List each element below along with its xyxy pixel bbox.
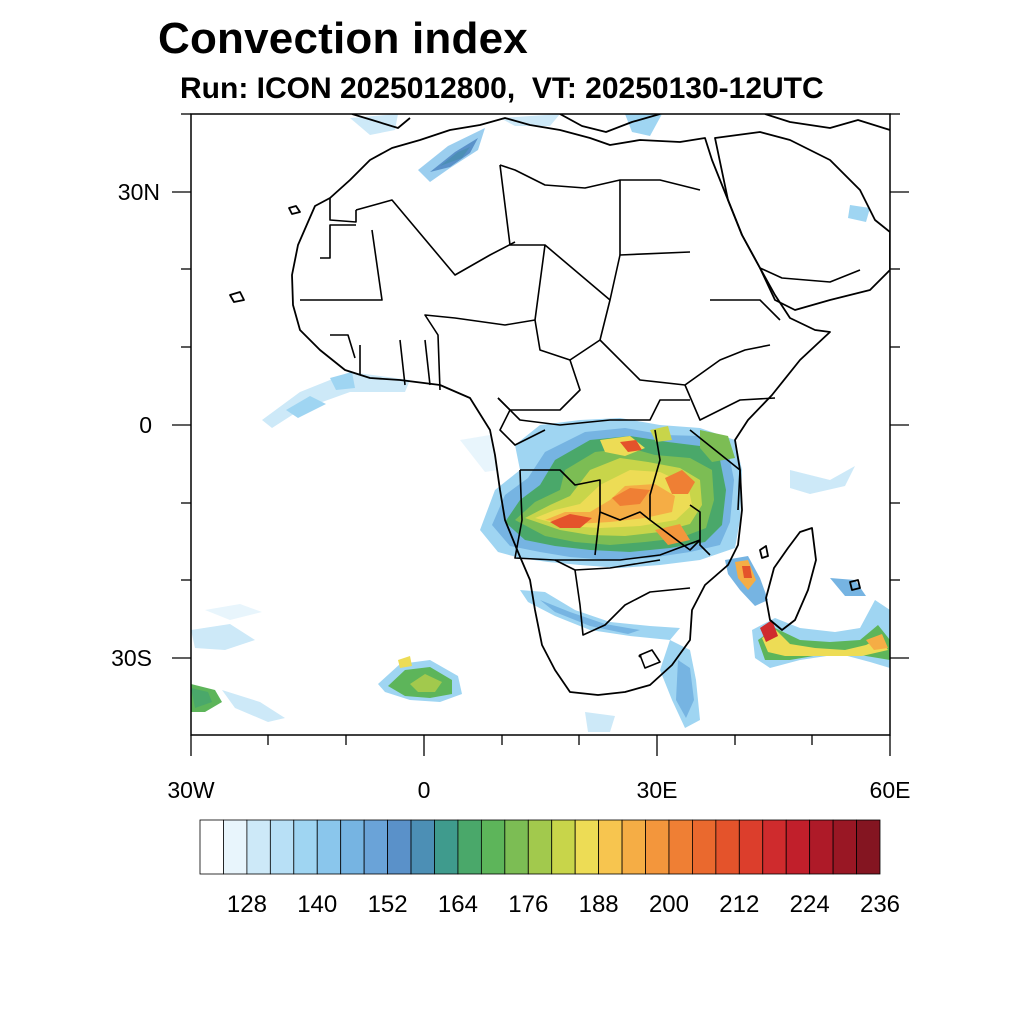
sahara-streak	[418, 128, 485, 182]
colorbar-label: 224	[790, 891, 830, 918]
colorbar-box	[527, 819, 553, 875]
colorbar-label: 128	[227, 891, 267, 918]
lat-ticks	[172, 113, 909, 659]
chart-title: Convection index	[158, 14, 528, 63]
colorbar-labels: 128 140 152 164 176 188 200 212 224 236	[227, 891, 900, 918]
lon-label-60e: 60E	[870, 777, 911, 803]
colorbar-box	[363, 819, 388, 875]
colorbar-box	[434, 819, 459, 875]
colorbar-label: 236	[860, 891, 900, 918]
chart-subtitle: Run: ICON 2025012800, VT: 20250130-12UTC	[180, 72, 824, 105]
colorbar-label: 188	[579, 891, 619, 918]
lon-label-30e: 30E	[637, 777, 678, 803]
colorbar-box	[340, 819, 365, 875]
colorbar-box	[738, 819, 764, 875]
lat-label-30s: 30S	[111, 645, 152, 671]
colorbar-box	[668, 819, 693, 875]
lat-label-0: 0	[139, 412, 152, 438]
colorbar	[199, 819, 881, 875]
colorbar-box	[621, 819, 646, 875]
colorbar-box	[246, 819, 271, 875]
colorbar-box	[645, 819, 670, 875]
lat-label-30n: 30N	[118, 179, 160, 205]
colorbar-label: 200	[649, 891, 689, 918]
south-atlantic-blob	[378, 656, 462, 702]
colorbar-label: 140	[297, 891, 337, 918]
colorbar-box	[692, 819, 717, 875]
colorbar-label: 176	[508, 891, 548, 918]
colorbar-box	[715, 819, 740, 875]
colorbar-box	[504, 819, 529, 875]
colorbar-box	[410, 819, 435, 875]
colorbar-box	[293, 819, 318, 875]
colorbar-label: 152	[368, 891, 408, 918]
convection-field	[191, 114, 890, 732]
colorbar-box	[316, 819, 342, 875]
lon-label-30w: 30W	[167, 777, 215, 803]
colorbar-box	[598, 819, 623, 875]
colorbar-box	[832, 819, 857, 875]
central-africa-convection	[480, 418, 742, 568]
colorbar-box	[762, 819, 787, 875]
lon-label-0: 0	[418, 777, 431, 803]
colorbar-box	[269, 819, 295, 875]
coastlines-and-borders	[229, 114, 890, 696]
colorbar-box	[457, 819, 482, 875]
colorbar-box	[856, 819, 881, 875]
colorbar-box	[199, 819, 224, 875]
lon-ticks	[190, 735, 891, 756]
colorbar-box	[480, 819, 506, 875]
colorbar-label: 212	[719, 891, 759, 918]
colorbar-box	[574, 819, 600, 875]
colorbar-box	[809, 819, 834, 875]
colorbar-box	[551, 819, 576, 875]
colorbar-box	[223, 819, 248, 875]
colorbar-box	[785, 819, 811, 875]
colorbar-label: 164	[438, 891, 478, 918]
colorbar-box	[387, 819, 412, 875]
